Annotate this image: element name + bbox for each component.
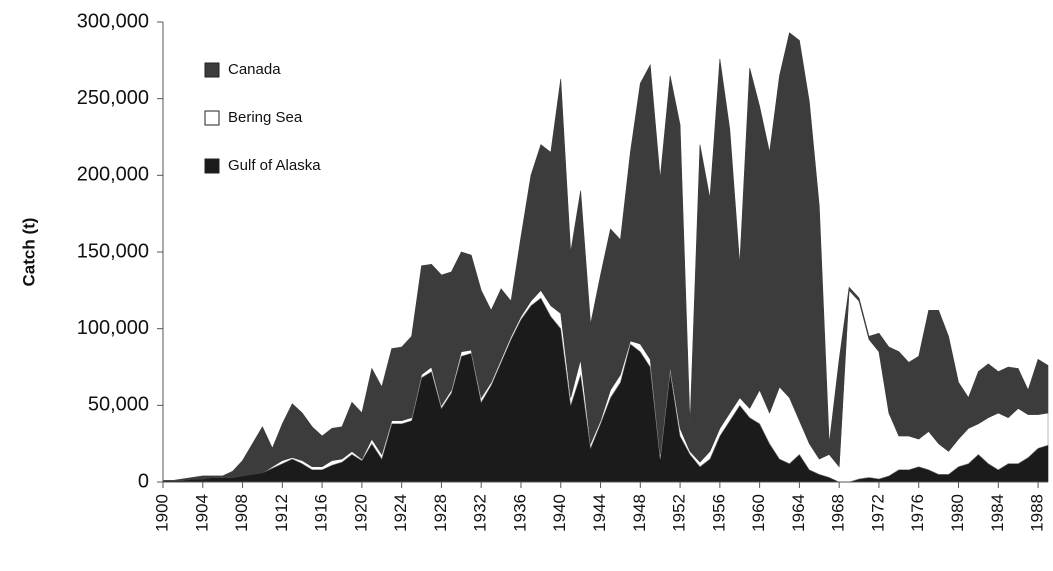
x-tick-label: 1952 — [670, 494, 689, 532]
x-tick-label: 1972 — [868, 494, 887, 532]
y-tick-label: 200,000 — [77, 164, 149, 186]
y-tick-label: 0 — [138, 470, 149, 492]
y-tick-label: 150,000 — [77, 240, 149, 262]
x-tick-label: 1984 — [988, 494, 1007, 532]
x-tick-label: 1964 — [789, 494, 808, 532]
x-tick-label: 1932 — [471, 494, 490, 532]
x-tick-label: 1920 — [351, 494, 370, 532]
y-tick-label: 50,000 — [88, 394, 149, 416]
area — [163, 32, 1049, 481]
x-tick-label: 1948 — [630, 494, 649, 532]
x-tick-label: 1976 — [908, 494, 927, 532]
y-tick-label: 100,000 — [77, 317, 149, 339]
y-tick-label: 250,000 — [77, 87, 149, 109]
legend-swatch — [204, 110, 220, 126]
x-tick-label: 1988 — [1028, 494, 1047, 532]
x-tick-label: 1908 — [232, 494, 251, 532]
y-tick-label: 300,000 — [77, 10, 149, 32]
legend-label: Bering Sea — [228, 109, 303, 126]
legend-label: Canada — [228, 61, 281, 78]
x-tick-label: 1904 — [192, 494, 211, 532]
x-tick-label: 1960 — [749, 494, 768, 532]
x-tick-label: 1944 — [590, 494, 609, 532]
x-tick-label: 1940 — [550, 494, 569, 532]
x-tick-label: 1936 — [510, 494, 529, 532]
x-tick-label: 1980 — [948, 494, 967, 532]
x-tick-label: 1968 — [829, 494, 848, 532]
x-tick-label: 1912 — [272, 494, 291, 532]
x-tick-label: 1956 — [709, 494, 728, 532]
y-axis-label: Catch (t) — [19, 218, 38, 287]
x-tick-label: 1900 — [152, 494, 171, 532]
legend-label: Gulf of Alaska — [228, 157, 321, 174]
x-tick-label: 1916 — [312, 494, 331, 532]
x-tick-label: 1928 — [431, 494, 450, 532]
x-tick-label: 1924 — [391, 494, 410, 532]
legend-swatch — [204, 62, 220, 78]
legend-swatch — [204, 158, 220, 174]
